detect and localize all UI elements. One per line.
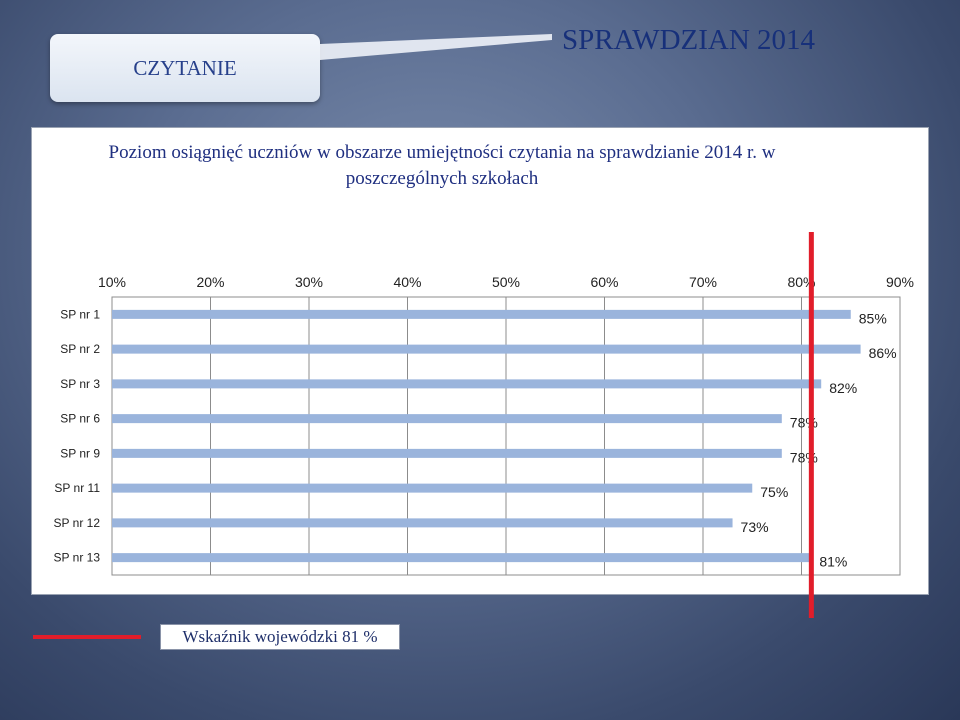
category-label: SP nr 13 xyxy=(54,551,101,565)
value-label: 75% xyxy=(760,484,788,500)
slide-title: SPRAWDZIAN 2014 xyxy=(562,24,816,56)
section-label: CZYTANIE xyxy=(133,55,237,80)
x-tick-label: 20% xyxy=(196,274,224,290)
x-tick-label: 90% xyxy=(886,274,914,290)
category-label: SP nr 9 xyxy=(60,446,100,460)
x-tick-label: 60% xyxy=(590,274,618,290)
value-label: 81% xyxy=(819,554,847,570)
bar xyxy=(112,448,782,458)
plot-frame xyxy=(111,296,901,576)
value-label: 85% xyxy=(859,310,887,326)
category-label: SP nr 1 xyxy=(60,307,100,321)
category-label: SP nr 12 xyxy=(54,516,101,530)
bar xyxy=(112,553,812,563)
category-label: SP nr 2 xyxy=(60,342,100,356)
section-label-box: CZYTANIE xyxy=(50,34,320,102)
bar xyxy=(112,483,753,493)
legend-label: Wskaźnik wojewódzki 81 % xyxy=(160,624,400,650)
chart-title: Poziom osiągnięć uczniów w obszarze umie… xyxy=(108,142,776,189)
bar xyxy=(112,518,733,528)
chart-panel: Poziom osiągnięć uczniów w obszarze umie… xyxy=(31,127,929,595)
bar xyxy=(112,414,782,424)
x-tick-label: 30% xyxy=(295,274,323,290)
bar xyxy=(112,344,861,354)
legend-reference-line xyxy=(33,635,141,639)
value-label: 73% xyxy=(741,519,769,535)
x-tick-label: 80% xyxy=(787,274,815,290)
x-tick-label: 40% xyxy=(393,274,421,290)
bar xyxy=(112,309,851,319)
decorative-beam xyxy=(320,34,552,60)
x-tick-label: 50% xyxy=(492,274,520,290)
x-tick-label: 10% xyxy=(98,274,126,290)
category-label: SP nr 3 xyxy=(60,377,100,391)
value-label: 82% xyxy=(829,380,857,396)
bar xyxy=(112,379,822,389)
category-label: SP nr 6 xyxy=(60,412,100,426)
category-label: SP nr 11 xyxy=(54,481,100,495)
x-tick-label: 70% xyxy=(689,274,717,290)
value-label: 86% xyxy=(869,345,897,361)
